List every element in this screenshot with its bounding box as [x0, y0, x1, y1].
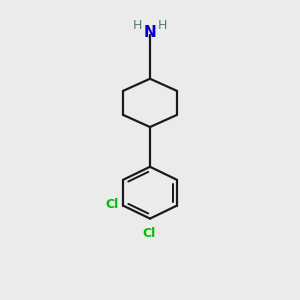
Text: N: N [144, 25, 156, 40]
Text: Cl: Cl [142, 227, 155, 240]
Text: H: H [158, 19, 167, 32]
Text: H: H [133, 19, 142, 32]
Text: Cl: Cl [106, 198, 119, 211]
